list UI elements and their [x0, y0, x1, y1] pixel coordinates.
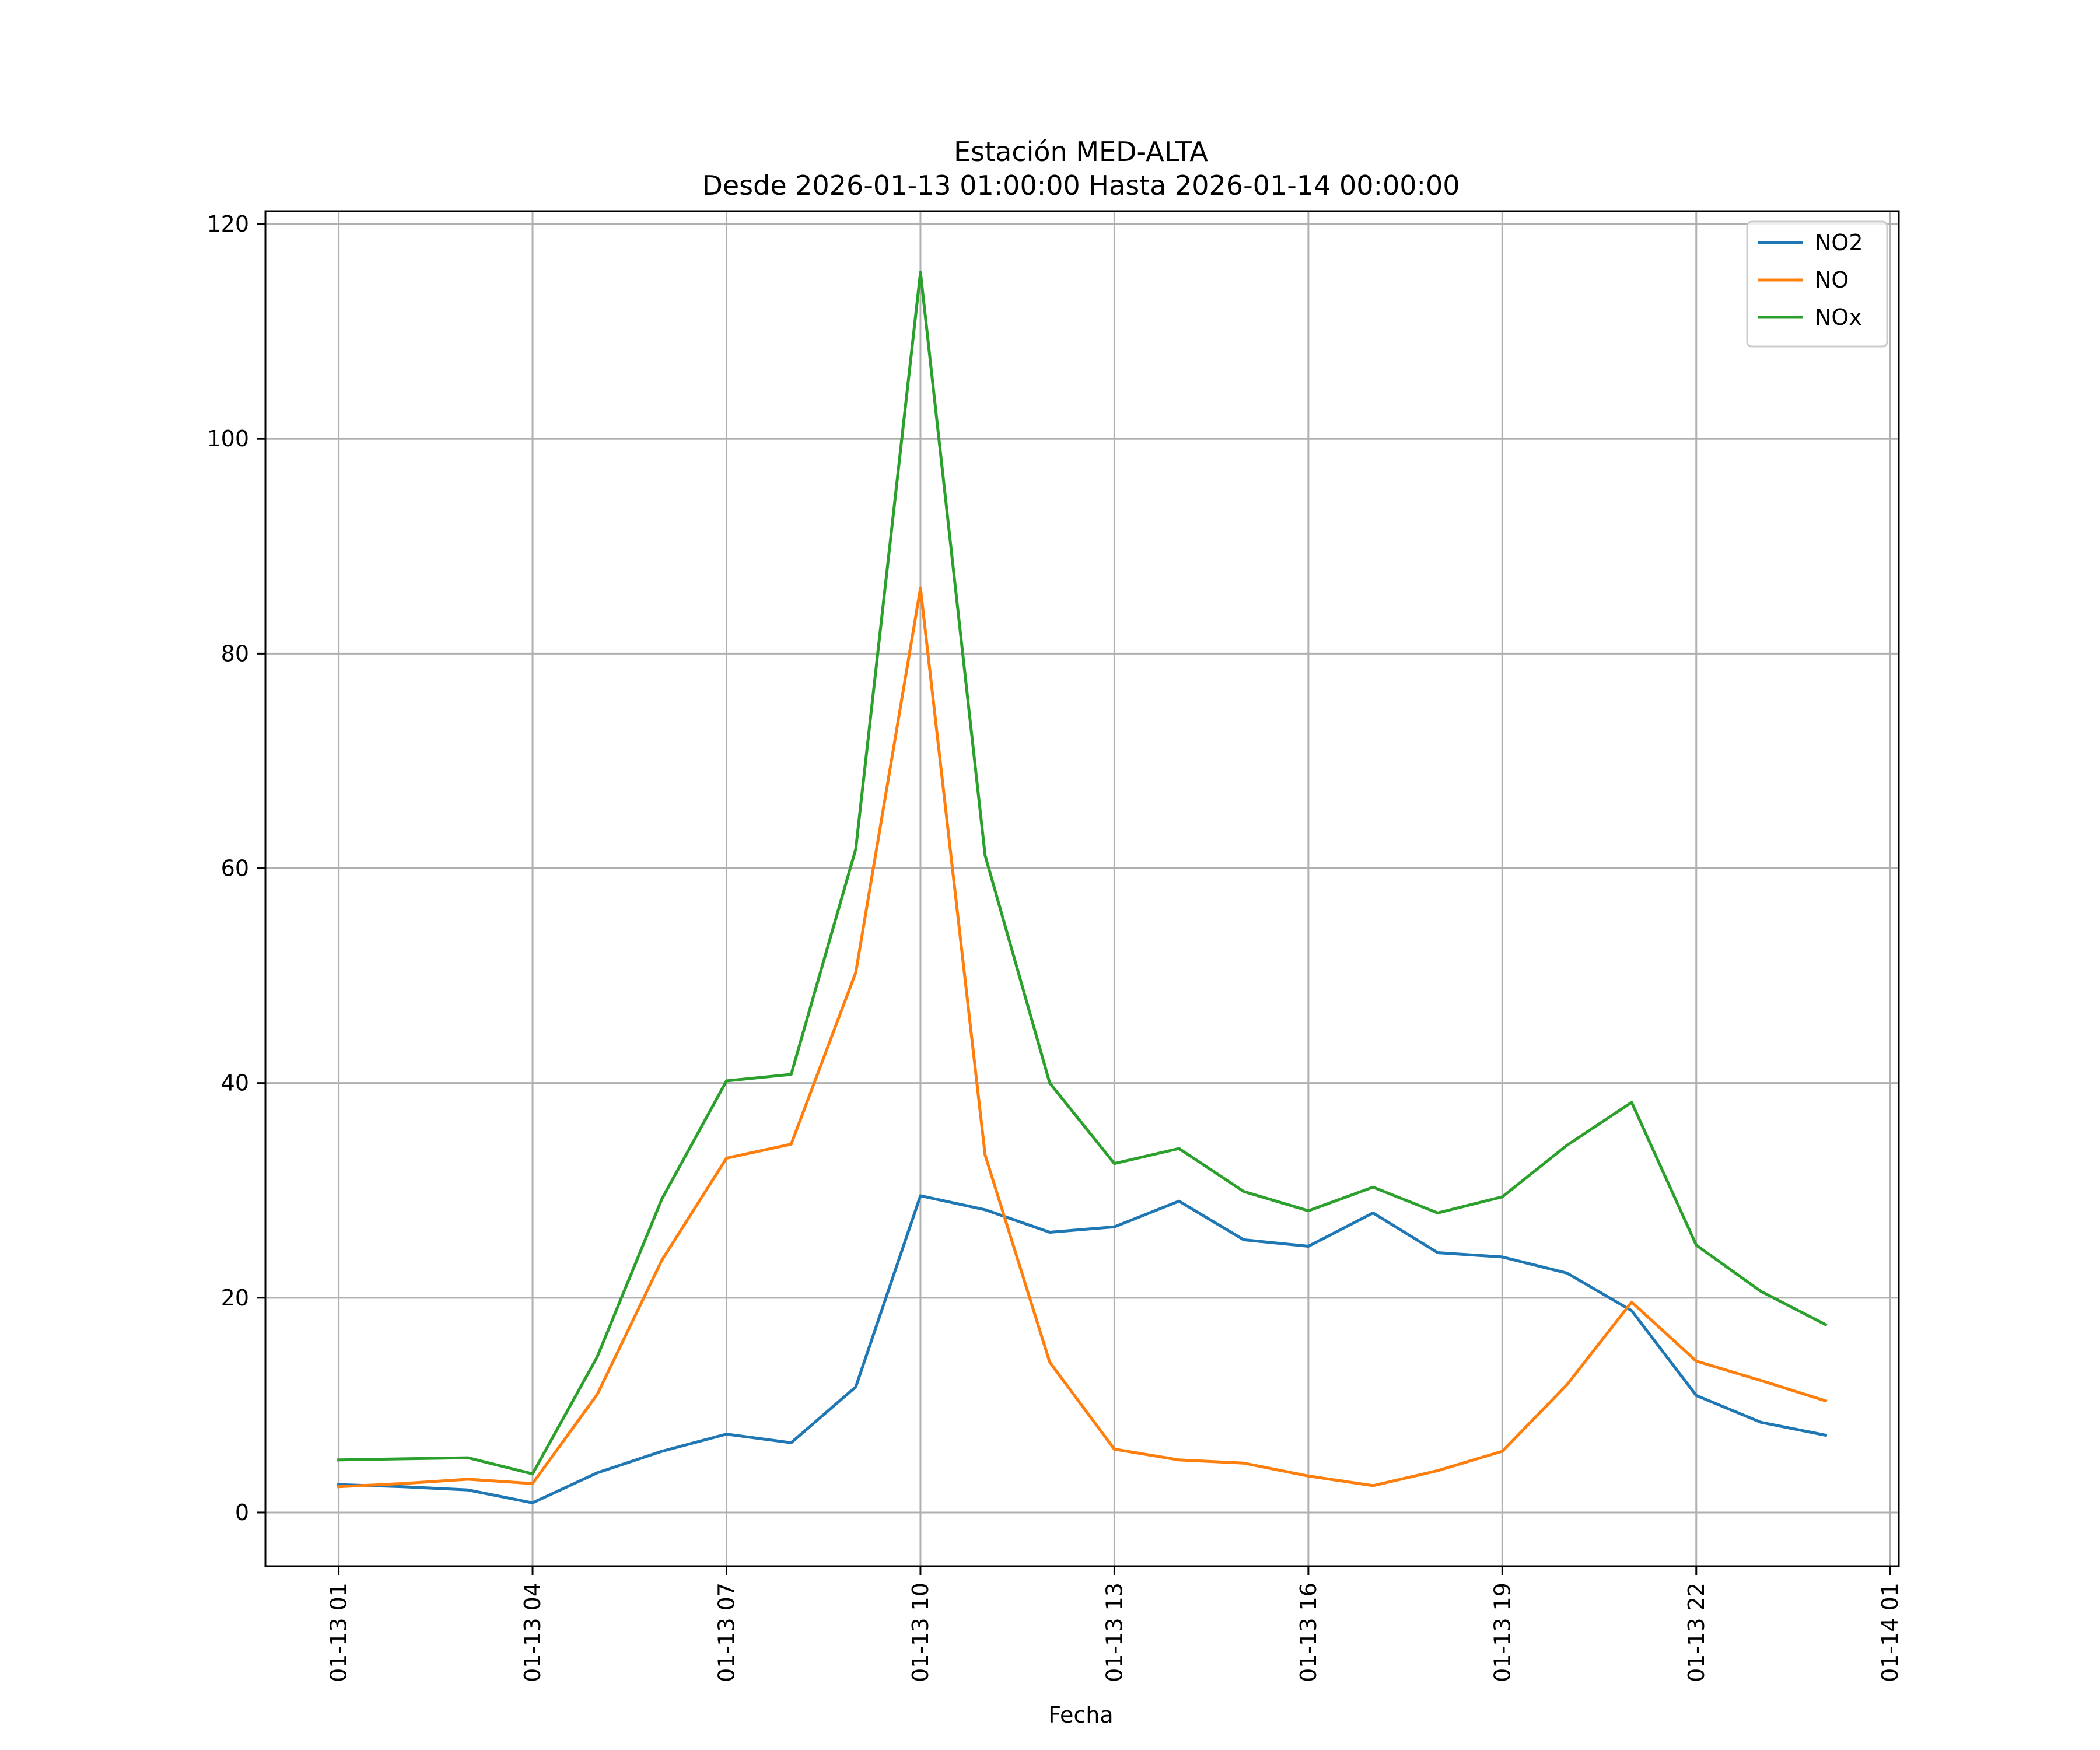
series-line-no2 [337, 1194, 1828, 1504]
chart-title: Estación MED-ALTA [954, 136, 1208, 167]
legend-label: NO2 [1815, 230, 1863, 256]
plot-frame [264, 210, 1900, 1567]
y-tick-label: 20 [221, 1285, 249, 1311]
x-tick-label: 01-13 04 [520, 1583, 545, 1682]
legend-box [1746, 220, 1888, 348]
series-line-nox [337, 271, 1828, 1476]
y-tick-label: 60 [221, 856, 249, 881]
y-tick-label: 80 [221, 640, 249, 666]
legend: NO2 NO NOx [1746, 220, 1888, 348]
x-tick-label: 01-13 19 [1489, 1583, 1515, 1682]
x-tick-label: 01-13 01 [326, 1583, 352, 1682]
x-tick-label: 01-13 13 [1101, 1583, 1127, 1682]
x-tick-label: 01-13 10 [908, 1583, 933, 1682]
legend-label: NO [1815, 267, 1849, 293]
y-tick-label: 0 [235, 1500, 249, 1525]
y-tick-label: 120 [206, 211, 249, 237]
series-line-no [337, 586, 1828, 1489]
y-tick-label: 40 [221, 1070, 249, 1096]
chart-subtitle: Desde 2026-01-13 01:00:00 Hasta 2026-01-… [702, 170, 1460, 201]
x-tick-label: 01-13 22 [1684, 1583, 1709, 1682]
x-tick-label: 01-13 16 [1296, 1583, 1321, 1682]
x-tick-label: 01-13 07 [714, 1583, 740, 1682]
legend-label: NOx [1815, 304, 1862, 330]
x-tick-label: 01-14 01 [1877, 1583, 1903, 1682]
x-axis-label: Fecha [1048, 1702, 1113, 1728]
y-tick-label: 100 [206, 426, 249, 452]
